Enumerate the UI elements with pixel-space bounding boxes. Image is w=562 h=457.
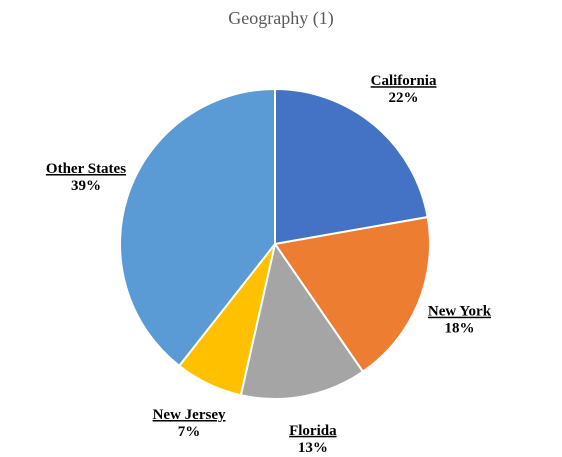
slice-label-name: Other States	[46, 161, 126, 177]
pie-slice	[239, 241, 365, 400]
pie-slice	[273, 215, 431, 374]
slice-label-value: 39%	[71, 178, 101, 194]
slice-label-value: 22%	[389, 90, 419, 106]
slice-label-value: 13%	[298, 440, 328, 456]
slice-label-name: New Jersey	[153, 407, 226, 423]
pie-slice	[119, 87, 276, 368]
slice-label-value: 18%	[444, 321, 474, 337]
pie-slice	[274, 87, 429, 246]
slice-label-name: California	[371, 73, 437, 89]
slice-label-name: Florida	[289, 423, 337, 439]
slice-label-value: 7%	[178, 424, 201, 440]
slice-label-name: New York	[428, 304, 492, 320]
chart-title: Geography (1)	[228, 8, 333, 29]
